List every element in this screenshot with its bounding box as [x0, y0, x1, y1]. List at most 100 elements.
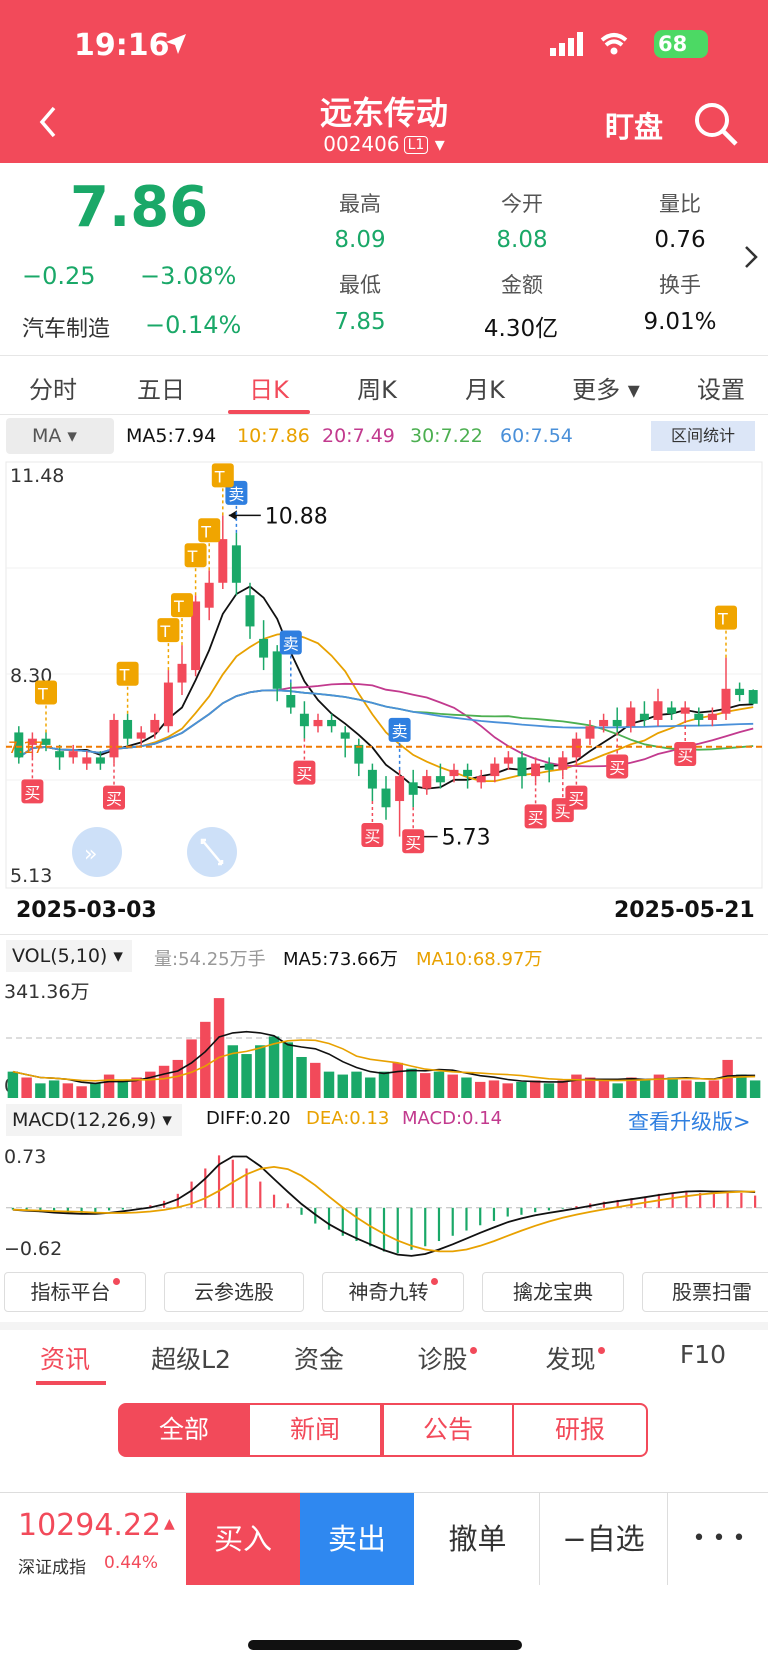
tab-diagnosis[interactable]: 诊股: [392, 1340, 502, 1376]
segment-research[interactable]: 研报: [514, 1403, 648, 1457]
volume-bar: [461, 1077, 472, 1098]
macd-lines: [12, 1155, 756, 1257]
stock-code-row[interactable]: 002406 L1 ▾: [0, 132, 768, 156]
current-price: 7.86: [70, 175, 209, 240]
volume-bar: [7, 1071, 19, 1098]
candle-body: [14, 732, 24, 758]
back-icon[interactable]: [38, 104, 58, 140]
new-dot: [597, 1347, 605, 1354]
candle-body: [27, 738, 37, 745]
indicator-select[interactable]: MA ▾: [6, 418, 114, 454]
candle-body: [721, 688, 731, 714]
tool-magic-nine[interactable]: 神奇九转: [322, 1272, 464, 1312]
stat-high-label: 最高: [339, 192, 381, 216]
ma60-value: 60:7.54: [500, 425, 573, 447]
candle-body: [340, 732, 350, 739]
candle-body: [435, 776, 445, 783]
volume-ma-lines: [12, 1030, 756, 1085]
tab-discover[interactable]: 发现: [520, 1340, 630, 1376]
tool-indicator-platform[interactable]: 指标平台: [4, 1272, 146, 1312]
volume-bar: [62, 1083, 74, 1098]
divider: [0, 414, 768, 415]
buy-button[interactable]: 买入: [186, 1493, 300, 1585]
divider: [0, 934, 768, 935]
up-arrow-icon: ▲: [164, 1516, 175, 1532]
macd-chart[interactable]: 0.73 −0.62: [0, 1140, 768, 1266]
volume-chart[interactable]: 341.36万 0: [0, 976, 768, 1098]
tab-five-day[interactable]: 五日: [137, 376, 185, 404]
segment-news[interactable]: 新闻: [250, 1403, 382, 1457]
volume-bar: [268, 1036, 280, 1098]
tab-super-l2[interactable]: 超级L2: [151, 1345, 231, 1374]
tool-dragon-guide[interactable]: 擒龙宝典: [482, 1272, 624, 1312]
stat-amount-label: 金额: [501, 273, 543, 297]
tool-label: 指标平台: [30, 1280, 111, 1304]
volume-bar: [227, 1045, 239, 1098]
chevron-right-icon[interactable]: [744, 245, 758, 269]
tab-more-label: 更多: [572, 376, 621, 404]
industry-name[interactable]: 汽车制造: [22, 317, 111, 342]
tab-daily-k[interactable]: 日K: [249, 376, 289, 404]
fast-forward-icon[interactable]: [72, 827, 122, 877]
tool-stock-picker[interactable]: 云参选股: [164, 1272, 304, 1312]
tab-news[interactable]: 资讯: [39, 1345, 90, 1374]
candle-body: [422, 776, 432, 789]
signal-label: T: [173, 597, 184, 616]
range-stats-button[interactable]: 区间统计: [651, 421, 755, 451]
tab-intraday[interactable]: 分时: [29, 376, 77, 404]
macd-diff-line: [12, 1155, 756, 1257]
ma20-value: 20:7.49: [322, 425, 395, 447]
status-time: 19:16: [74, 28, 170, 63]
tool-label: 股票扫雷: [672, 1280, 752, 1304]
tool-stock-scan[interactable]: 股票扫雷: [642, 1272, 768, 1312]
volume-bar: [337, 1074, 348, 1098]
cancel-order-button[interactable]: 撤单: [416, 1493, 540, 1585]
volume-indicator-select[interactable]: VOL(5,10) ▾: [6, 940, 132, 972]
signal-label: T: [717, 610, 728, 629]
signal-label: 买: [405, 833, 421, 852]
y-label-min: 5.13: [10, 865, 52, 887]
tab-monthly-k[interactable]: 月K: [465, 376, 505, 404]
tab-settings[interactable]: 设置: [697, 376, 745, 404]
signal-badge: [402, 829, 425, 854]
candle-body: [286, 695, 296, 708]
more-button[interactable]: • • •: [692, 1526, 746, 1551]
svg-text:»: »: [84, 842, 97, 867]
tab-funds[interactable]: 资金: [293, 1345, 344, 1374]
tab-f10[interactable]: F10: [679, 1340, 727, 1369]
upgrade-link[interactable]: 查看升级版>: [628, 1110, 751, 1134]
macd-indicator-select[interactable]: MACD(12,26,9) ▾: [6, 1104, 182, 1136]
signal-label: T: [37, 684, 48, 703]
candle-body: [327, 719, 337, 727]
volume-select-label: VOL(5,10): [12, 945, 108, 967]
candle-body: [163, 682, 173, 727]
signal-badge: [361, 823, 384, 848]
volume-bar: [736, 1074, 747, 1098]
volume-bar: [474, 1081, 486, 1098]
volume-bar: [722, 1059, 733, 1098]
volume-bar: [392, 1062, 403, 1098]
tab-more[interactable]: 更多 ▾: [556, 370, 656, 405]
x-end-date: 2025-05-21: [614, 898, 755, 923]
new-dot: [469, 1347, 477, 1354]
volume-y-max: 341.36万: [4, 981, 89, 1003]
signal-label: 买: [24, 783, 40, 802]
candle-body: [544, 763, 554, 770]
signal-badge: [293, 760, 316, 785]
segment-announcements[interactable]: 公告: [382, 1403, 514, 1457]
caret-down-icon: ▾: [620, 376, 640, 404]
tab-weekly-k[interactable]: 周K: [357, 376, 397, 404]
watchlist-button[interactable]: −自选: [540, 1493, 668, 1585]
search-icon[interactable]: [692, 100, 740, 148]
new-dot: [430, 1278, 438, 1285]
volume-bar: [351, 1071, 362, 1098]
candle-body: [558, 757, 568, 770]
candle-body: [245, 595, 255, 627]
candle-body: [299, 713, 309, 727]
sell-button[interactable]: 卖出: [300, 1493, 414, 1585]
index-value[interactable]: 10294.22: [18, 1508, 162, 1543]
tab-label: 发现: [545, 1345, 596, 1374]
segment-all[interactable]: 全部: [118, 1403, 250, 1457]
kline-chart[interactable]: 11.48 8.30 5.13 7.17 10.88 5.73 买买买买 买买 买买…: [0, 458, 768, 890]
watch-button[interactable]: 盯盘: [605, 110, 664, 144]
